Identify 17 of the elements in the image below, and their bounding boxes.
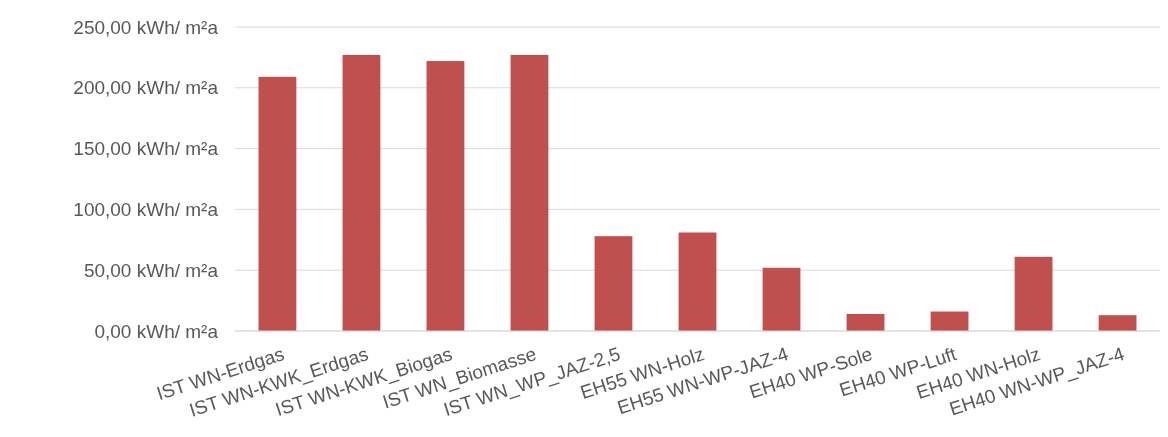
y-tick-label: 50,00 kWh/ m²a bbox=[83, 259, 219, 281]
bar bbox=[678, 232, 717, 331]
y-tick-label: 200,00 kWh/ m²a bbox=[73, 77, 219, 99]
bar bbox=[426, 61, 465, 331]
bar bbox=[1098, 315, 1137, 331]
y-tick-label: 0,00 kWh/ m²a bbox=[94, 320, 219, 342]
y-tick-label: 100,00 kWh/ m²a bbox=[73, 199, 219, 221]
bar bbox=[342, 54, 381, 331]
bar bbox=[594, 236, 633, 331]
y-tick-label: 250,00 kWh/ m²a bbox=[73, 16, 219, 38]
bar bbox=[258, 76, 297, 331]
bar bbox=[846, 313, 885, 331]
bar bbox=[510, 54, 549, 331]
y-tick-label: 150,00 kWh/ m²a bbox=[73, 138, 219, 160]
bar bbox=[762, 267, 801, 331]
bar bbox=[1014, 256, 1053, 331]
bar bbox=[930, 311, 969, 331]
